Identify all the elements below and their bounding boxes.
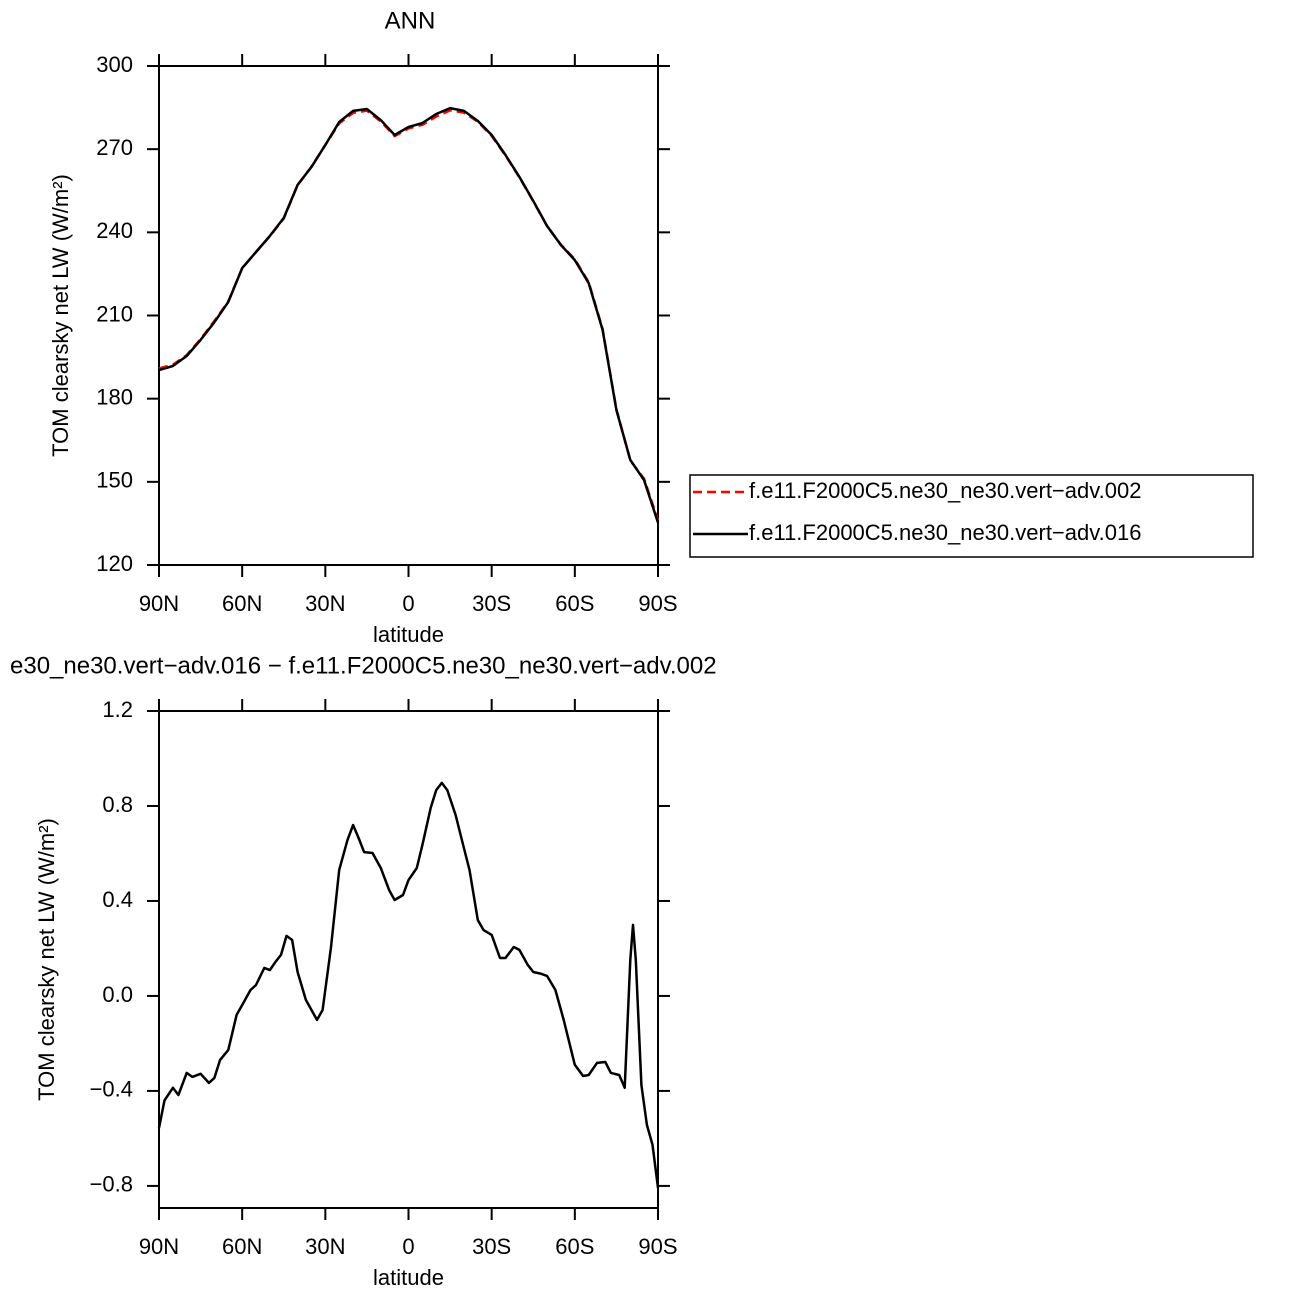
y-tick-label: 210	[96, 301, 133, 326]
x-tick-label: 60S	[555, 1234, 594, 1259]
x-tick-label: 60S	[555, 591, 594, 616]
y-tick-label: 120	[96, 551, 133, 576]
plot-frame	[158, 710, 659, 1209]
x-tick-label: 90S	[638, 1234, 677, 1259]
legend-label: f.e11.F2000C5.ne30_ne30.vert−adv.016	[749, 520, 1141, 545]
x-tick-label: 30S	[472, 1234, 511, 1259]
y-tick-label: 0.8	[102, 792, 133, 817]
y-tick-label: 300	[96, 52, 133, 77]
y-tick-label: 1.2	[102, 697, 133, 722]
y-tick-label: 0.0	[102, 982, 133, 1007]
legend-box	[689, 474, 1254, 558]
x-tick-label: 0	[402, 591, 414, 616]
data-line	[158, 106, 660, 523]
x-tick-label: 90S	[638, 591, 677, 616]
x-axis-label: latitude	[373, 622, 444, 647]
y-tick-label: −0.8	[90, 1172, 133, 1197]
y-tick-label: 240	[96, 218, 133, 243]
chart-title: e30_ne30.vert−adv.016 − f.e11.F2000C5.ne…	[10, 652, 717, 679]
y-axis-label: TOM clearsky net LW (W/m²)	[48, 174, 73, 457]
x-tick-label: 90N	[139, 1234, 179, 1259]
plot-frame	[158, 65, 659, 566]
x-tick-label: 30S	[472, 591, 511, 616]
y-tick-label: 150	[96, 468, 133, 493]
x-tick-label: 0	[402, 1234, 414, 1259]
y-axis-label: TOM clearsky net LW (W/m²)	[34, 818, 59, 1101]
legend-label: f.e11.F2000C5.ne30_ne30.vert−adv.002	[749, 478, 1141, 503]
x-axis-label: latitude	[373, 1265, 444, 1290]
y-tick-label: −0.4	[90, 1077, 133, 1102]
y-tick-label: 0.4	[102, 887, 133, 912]
x-tick-label: 60N	[222, 1234, 262, 1259]
data-line	[157, 781, 660, 1188]
chart-title: ANN	[385, 7, 436, 34]
y-tick-label: 270	[96, 135, 133, 160]
x-tick-label: 90N	[139, 591, 179, 616]
x-tick-label: 30N	[305, 591, 345, 616]
x-tick-label: 30N	[305, 1234, 345, 1259]
y-tick-label: 180	[96, 384, 133, 409]
x-tick-label: 60N	[222, 591, 262, 616]
data-line	[158, 109, 660, 521]
